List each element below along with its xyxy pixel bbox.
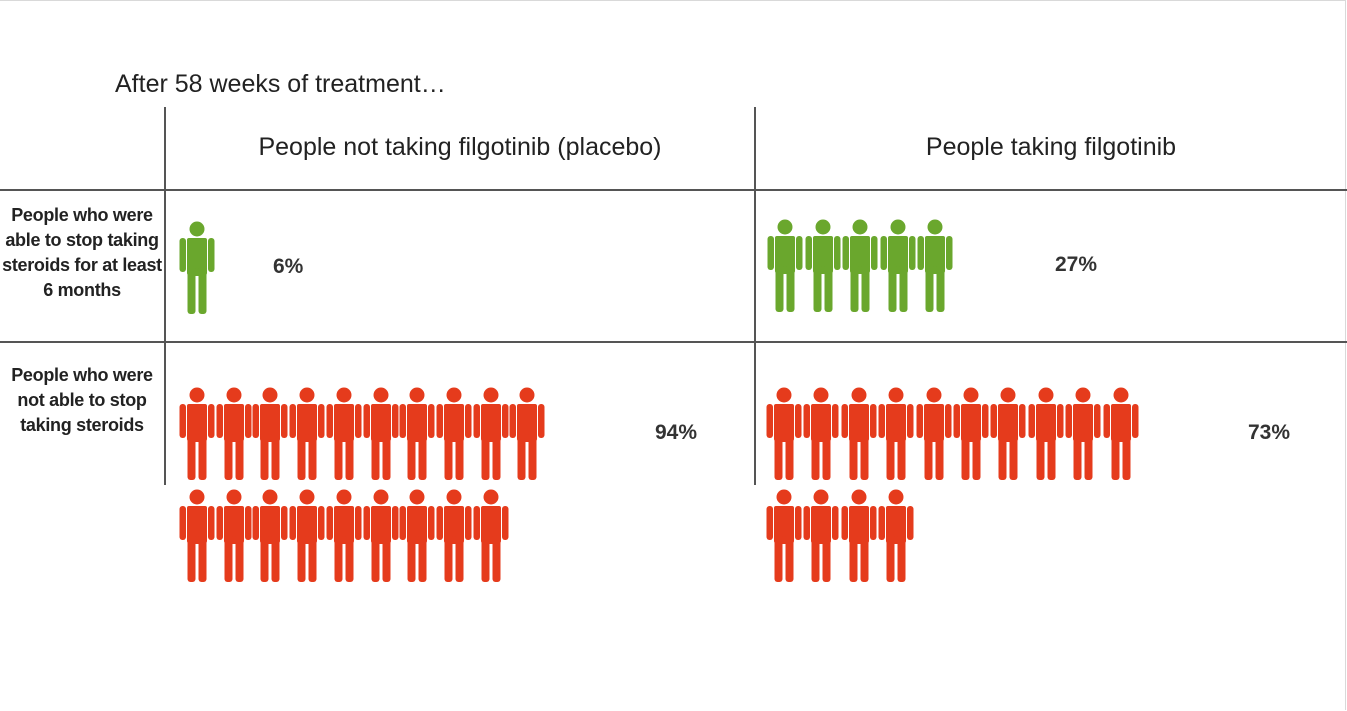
person-icon-placebo-not-stopped bbox=[399, 489, 435, 583]
percent-filgotinib-stopped: 27% bbox=[1055, 253, 1098, 276]
person-icon-placebo-not-stopped bbox=[179, 489, 215, 583]
person-icon-filgotinib-not-stopped bbox=[1103, 387, 1139, 481]
person-icon-placebo-not-stopped bbox=[436, 387, 472, 481]
person-icon-placebo-not-stopped bbox=[436, 489, 472, 583]
person-icon-placebo-not-stopped bbox=[179, 387, 215, 481]
person-icon-placebo-not-stopped bbox=[216, 387, 252, 481]
person-icon-placebo-not-stopped bbox=[252, 489, 288, 583]
person-icon-filgotinib-stopped bbox=[842, 219, 878, 313]
person-icon-placebo-not-stopped bbox=[216, 489, 252, 583]
person-icon-filgotinib-not-stopped bbox=[803, 489, 839, 583]
person-icon-placebo-not-stopped bbox=[509, 387, 545, 481]
person-icon-filgotinib-not-stopped bbox=[766, 387, 802, 481]
chart-title: After 58 weeks of treatment… bbox=[115, 70, 446, 98]
person-icon-filgotinib-not-stopped bbox=[953, 387, 989, 481]
person-icon-filgotinib-stopped bbox=[880, 219, 916, 313]
percent-placebo-not-stopped: 94% bbox=[655, 421, 698, 444]
person-icon-filgotinib-stopped bbox=[917, 219, 953, 313]
person-icon-filgotinib-not-stopped bbox=[916, 387, 952, 481]
row-label-not-stopped-steroids: People who were not able to stop taking … bbox=[11, 365, 153, 435]
row-label-stopped-steroids: People who were able to stop taking ster… bbox=[2, 205, 162, 300]
person-icon-filgotinib-not-stopped bbox=[1065, 387, 1101, 481]
person-icon-placebo-not-stopped bbox=[473, 387, 509, 481]
person-icon-placebo-not-stopped bbox=[363, 489, 399, 583]
person-icon-filgotinib-not-stopped bbox=[766, 489, 802, 583]
person-icon-filgotinib-not-stopped bbox=[878, 489, 914, 583]
person-icon-filgotinib-not-stopped bbox=[990, 387, 1026, 481]
person-icon-filgotinib-stopped bbox=[767, 219, 803, 313]
person-icon-filgotinib-not-stopped bbox=[841, 489, 877, 583]
person-icon-filgotinib-not-stopped bbox=[1028, 387, 1064, 481]
header-divider bbox=[0, 189, 1347, 191]
person-icon-placebo-not-stopped bbox=[399, 387, 435, 481]
person-icon-filgotinib-not-stopped bbox=[841, 387, 877, 481]
person-icon-placebo-stopped bbox=[179, 221, 215, 315]
percent-filgotinib-not-stopped: 73% bbox=[1248, 421, 1291, 444]
percent-placebo-stopped: 6% bbox=[273, 255, 304, 278]
person-icon-placebo-not-stopped bbox=[326, 489, 362, 583]
group-column-divider bbox=[754, 107, 756, 485]
row-divider bbox=[0, 341, 1347, 343]
person-icon-filgotinib-not-stopped bbox=[803, 387, 839, 481]
person-icon-placebo-not-stopped bbox=[473, 489, 509, 583]
person-icon-placebo-not-stopped bbox=[252, 387, 288, 481]
person-icon-placebo-not-stopped bbox=[326, 387, 362, 481]
person-icon-placebo-not-stopped bbox=[363, 387, 399, 481]
label-column-divider bbox=[164, 107, 166, 485]
person-icon-filgotinib-not-stopped bbox=[878, 387, 914, 481]
column-header-placebo: People not taking filgotinib (placebo) bbox=[258, 133, 662, 161]
person-icon-filgotinib-stopped bbox=[805, 219, 841, 313]
person-icon-placebo-not-stopped bbox=[289, 489, 325, 583]
person-icon-placebo-not-stopped bbox=[289, 387, 325, 481]
column-header-filgotinib: People taking filgotinib bbox=[925, 133, 1177, 161]
